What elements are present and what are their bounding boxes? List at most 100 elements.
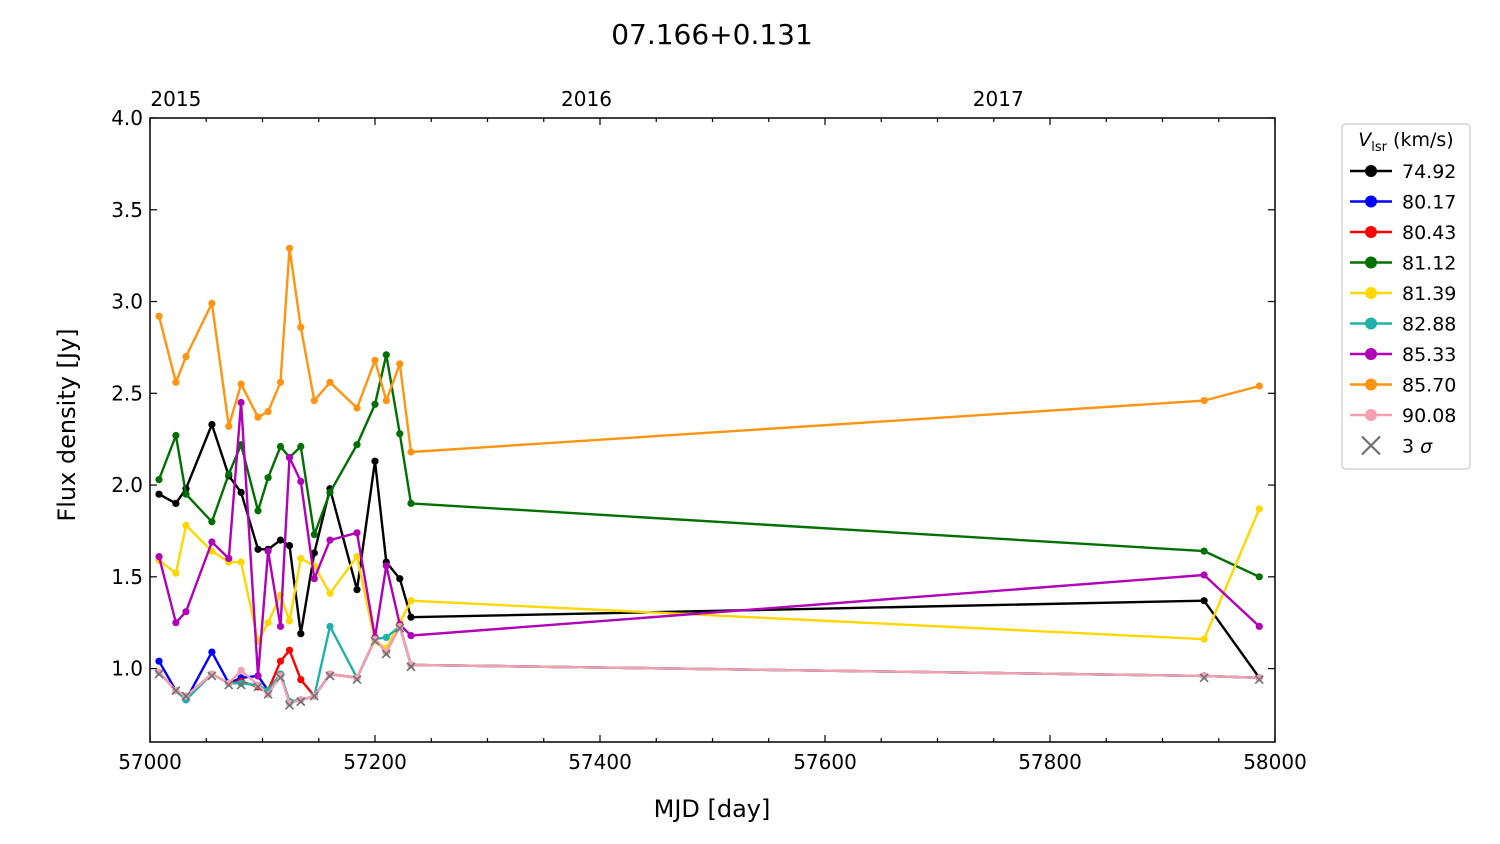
three-sigma-marker [309,691,319,701]
data-point [407,448,415,456]
three-sigma-marker [325,671,335,681]
series-74-92 [155,420,1263,682]
data-point [407,661,415,669]
legend-label: 85.70 [1402,375,1456,397]
data-point [208,420,216,429]
three-sigma-marker [207,671,217,681]
data-point [237,666,245,675]
legend-label: 80.17 [1402,192,1456,214]
legend-label: 85.33 [1402,344,1456,366]
three-sigma-marker [352,675,362,685]
data-point [353,441,361,449]
data-point [155,553,163,561]
data-point [182,608,190,616]
legend: Vlsr (km/s) 74.92 80.17 80.43 81.12 81.39 82.8… [1341,123,1471,470]
data-point [285,453,294,462]
x-tick-label: 57800 [1018,750,1082,774]
data-point [276,672,285,680]
data-point [371,400,379,408]
data-point [310,549,318,557]
data-point [310,531,318,539]
data-point [285,244,294,252]
data-point [155,312,163,320]
data-point [172,499,180,507]
data-point [276,536,285,544]
top-axis-year-label: 2016 [561,87,612,111]
data-point [1255,382,1263,390]
series-line [157,247,1260,454]
legend-label: 81.39 [1402,283,1456,305]
data-point [353,586,361,594]
legend-marker [1365,195,1377,208]
data-point [208,518,216,526]
y-tick-label: 1.5 [111,565,143,589]
data-point [276,378,285,386]
data-point [326,488,334,496]
legend-marker [1365,317,1377,330]
data-point [182,353,190,361]
legend-item: 82.88 [1350,314,1456,336]
data-point [285,617,294,625]
series-85-33 [155,398,1263,680]
data-point [172,431,180,440]
data-point [1200,635,1208,643]
data-point [172,378,180,386]
three-sigma-marker [406,662,416,672]
series-81-12 [155,351,1263,581]
data-point [382,633,390,642]
data-point [225,679,233,687]
legend-item: 85.70 [1350,375,1456,397]
three-sigma-marker [154,669,164,679]
data-point [285,646,294,654]
y-tick-label: 2.5 [111,381,143,405]
data-point [172,619,180,627]
data-point [1255,505,1263,513]
data-point [371,356,379,364]
data-point [225,470,233,478]
three-sigma-marker [275,673,286,683]
data-point [407,613,415,621]
data-point [237,380,245,388]
series-line [157,353,1260,578]
data-point [326,622,334,631]
data-point [326,670,334,678]
y-axis-title: Flux density [Jy] [53,328,81,521]
legend-item: 85.33 [1350,344,1456,366]
three-sigma-marker [381,649,391,659]
legend-marker [1365,226,1377,238]
three-sigma-marker [224,680,234,690]
data-point [353,529,361,537]
series-line [158,625,1260,698]
data-point [396,360,404,368]
top-axis-year-label: 2015 [150,87,201,111]
data-point [297,554,305,563]
legend-marker [1365,256,1377,269]
x-axis-title: MJD [day] [654,795,771,823]
y-tick-label: 4.0 [111,106,143,130]
three-sigma-marker [296,697,306,707]
data-point [155,490,163,498]
y-tick-label: 3.5 [111,198,143,222]
data-point [208,299,216,307]
y-tick-label: 1.0 [111,657,143,681]
legend-item-three-sigma: 3 σ [1361,436,1433,458]
y-tick-label: 2.0 [111,473,143,497]
data-point [254,545,262,553]
data-layer [154,244,1264,710]
data-point [264,474,272,482]
three-sigma-marker [284,700,295,710]
series-line [158,508,1261,650]
legend-item: 81.39 [1350,283,1456,305]
data-point [1200,571,1208,579]
data-point [208,670,216,678]
chart-title: 07.166+0.131 [611,18,813,51]
three-sigma-marker [171,686,181,696]
x-tick-label: 57000 [118,750,182,774]
data-point [407,597,415,605]
data-point [225,422,233,430]
data-point [285,542,294,550]
legend-item: 80.43 [1350,222,1456,244]
legend-item: 90.08 [1350,405,1456,427]
